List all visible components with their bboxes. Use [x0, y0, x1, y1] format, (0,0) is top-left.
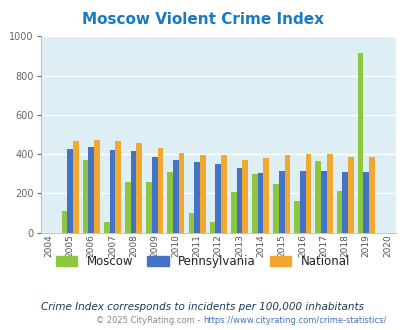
Bar: [284, 155, 290, 233]
Bar: [347, 157, 353, 233]
Bar: [130, 151, 136, 233]
Bar: [125, 182, 130, 233]
Bar: [341, 172, 347, 233]
Bar: [199, 155, 205, 233]
Bar: [67, 149, 73, 233]
Bar: [109, 150, 115, 233]
Bar: [236, 168, 242, 233]
Bar: [326, 154, 332, 233]
Text: https://www.cityrating.com/crime-statistics/: https://www.cityrating.com/crime-statist…: [202, 316, 386, 325]
Bar: [178, 152, 184, 233]
Bar: [362, 172, 368, 233]
Bar: [104, 222, 109, 233]
Bar: [252, 174, 257, 233]
Bar: [167, 172, 173, 233]
Bar: [62, 211, 67, 233]
Bar: [146, 182, 151, 233]
Bar: [294, 201, 299, 233]
Text: Moscow Violent Crime Index: Moscow Violent Crime Index: [82, 12, 323, 26]
Bar: [94, 140, 100, 233]
Bar: [257, 173, 263, 233]
Bar: [278, 171, 284, 233]
Bar: [194, 162, 199, 233]
Bar: [263, 158, 269, 233]
Bar: [136, 143, 142, 233]
Bar: [315, 161, 320, 233]
Bar: [273, 183, 278, 233]
Bar: [73, 141, 79, 233]
Bar: [320, 171, 326, 233]
Bar: [83, 160, 88, 233]
Bar: [115, 141, 121, 233]
Bar: [357, 53, 362, 233]
Bar: [299, 171, 305, 233]
Bar: [157, 148, 163, 233]
Bar: [151, 157, 157, 233]
Bar: [368, 157, 374, 233]
Text: © 2025 CityRating.com -: © 2025 CityRating.com -: [96, 316, 202, 325]
Bar: [215, 164, 221, 233]
Legend: Moscow, Pennsylvania, National: Moscow, Pennsylvania, National: [51, 250, 354, 273]
Bar: [242, 160, 247, 233]
Text: Crime Index corresponds to incidents per 100,000 inhabitants: Crime Index corresponds to incidents per…: [41, 302, 364, 312]
Bar: [188, 213, 194, 233]
Bar: [305, 154, 311, 233]
Bar: [221, 155, 226, 233]
Bar: [336, 191, 341, 233]
Bar: [173, 160, 178, 233]
Bar: [88, 147, 94, 233]
Bar: [209, 222, 215, 233]
Bar: [230, 192, 236, 233]
